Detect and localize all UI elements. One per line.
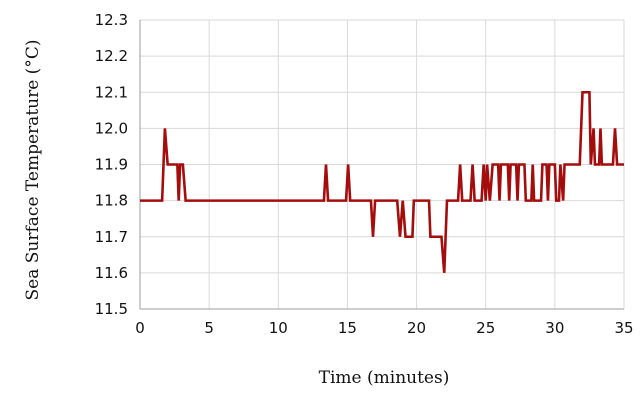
- x-tick-label: 15: [338, 319, 357, 337]
- x-tick-label: 20: [407, 319, 426, 337]
- x-tick-label: 0: [135, 319, 145, 337]
- y-axis-title: Sea Surface Temperature (°C): [23, 40, 43, 301]
- y-tick-label: 11.9: [95, 156, 128, 174]
- x-tick-labels: 0 5 10 15 20 25 30 35: [135, 319, 633, 337]
- x-tick-label: 25: [476, 319, 495, 337]
- series-line: [140, 90, 624, 273]
- x-axis-title: Time (minutes): [319, 368, 450, 388]
- y-tick-labels: 11.5 11.6 11.7 11.8 11.9 12.0 12.1 12.2 12.3: [95, 11, 128, 318]
- y-tick-label: 12.3: [95, 11, 128, 29]
- x-tick-label: 30: [545, 319, 564, 337]
- y-tick-label: 11.6: [95, 264, 128, 282]
- axes: [139, 20, 624, 310]
- y-tick-label: 12.2: [95, 47, 128, 65]
- y-tick-label: 11.8: [95, 192, 128, 210]
- y-tick-label: 11.7: [95, 228, 128, 246]
- x-tick-label: 35: [614, 319, 633, 337]
- series-layer: [140, 90, 624, 273]
- x-tick-label: 10: [269, 319, 288, 337]
- x-tick-label: 5: [204, 319, 214, 337]
- y-tick-label: 12.1: [95, 83, 128, 101]
- y-tick-label: 11.5: [95, 300, 128, 318]
- y-tick-label: 12.0: [95, 119, 128, 137]
